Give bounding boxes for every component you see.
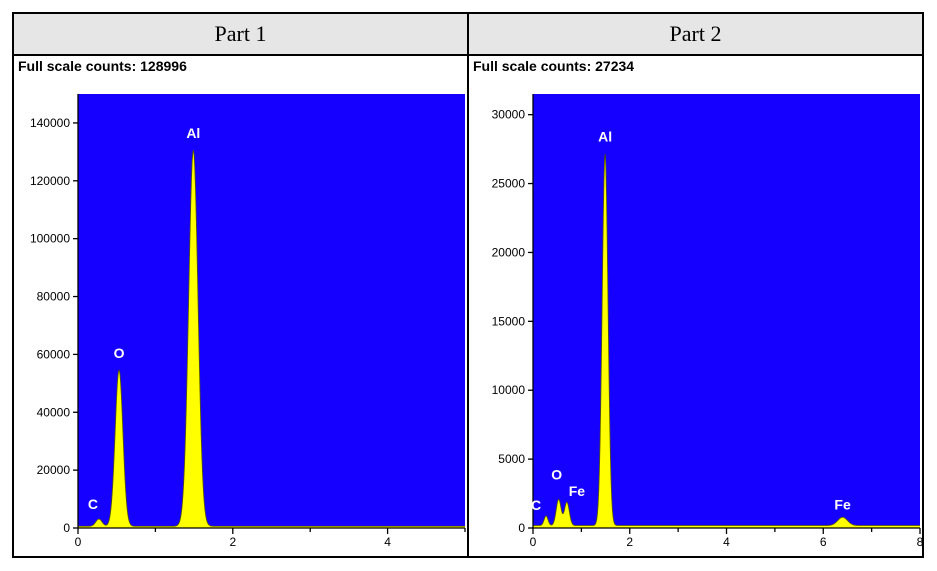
svg-text:6: 6 <box>820 535 827 549</box>
svg-text:0: 0 <box>518 521 525 535</box>
svg-text:0: 0 <box>530 535 537 549</box>
svg-text:2: 2 <box>229 535 236 549</box>
panel-part-2: Full scale counts: 27234 0 5000 10000 15000… <box>469 56 922 556</box>
svg-text:20000: 20000 <box>37 463 71 477</box>
svg-text:20000: 20000 <box>492 245 526 259</box>
header-cell-left: Part 1 <box>14 14 469 54</box>
spectrum-chart-2: 0 5000 10000 15000 20000 25000 30000 0 2 4 6 8 CO Fe A… <box>469 80 922 556</box>
svg-text:Al: Al <box>186 125 200 141</box>
svg-text:4: 4 <box>723 535 730 549</box>
svg-text:0: 0 <box>75 535 82 549</box>
svg-text:4: 4 <box>384 535 391 549</box>
svg-text:15000: 15000 <box>492 314 526 328</box>
svg-text:100000: 100000 <box>30 232 70 246</box>
svg-text:O: O <box>551 466 562 482</box>
panel-2-caption: Full scale counts: 27234 <box>469 56 922 80</box>
svg-text:O: O <box>114 345 125 361</box>
panel-row: Full scale counts: 128996 02000040000600… <box>14 56 922 556</box>
svg-text:10000: 10000 <box>492 383 526 397</box>
svg-text:0: 0 <box>63 521 70 535</box>
svg-text:120000: 120000 <box>30 174 70 188</box>
svg-text:2: 2 <box>626 535 633 549</box>
spectrum-chart-1: 0 20000 40000 60000 80000 100000 120000 140000 0… <box>14 80 467 556</box>
svg-text:30000: 30000 <box>492 108 526 122</box>
panel-1-chart: 0 20000 40000 60000 80000 100000 120000 140000 0… <box>14 80 467 556</box>
panel-2-chart: 0 5000 10000 15000 20000 25000 30000 0 2 4 6 8 CO Fe A… <box>469 80 922 556</box>
svg-text:40000: 40000 <box>37 405 71 419</box>
svg-text:C: C <box>531 497 541 513</box>
svg-text:Al: Al <box>598 129 612 145</box>
figure-container: Part 1 Part 2 Full scale counts: 128996 … <box>12 12 924 558</box>
svg-text:Fe: Fe <box>569 483 586 499</box>
svg-text:8: 8 <box>917 535 922 549</box>
panel-part-1: Full scale counts: 128996 0 20000 40000 600… <box>14 56 469 556</box>
panel-1-caption: Full scale counts: 128996 <box>14 56 467 80</box>
svg-text:140000: 140000 <box>30 116 70 130</box>
svg-text:25000: 25000 <box>492 177 526 191</box>
svg-text:80000: 80000 <box>37 290 71 304</box>
svg-text:Fe: Fe <box>834 496 851 512</box>
svg-text:5000: 5000 <box>498 452 525 466</box>
header-cell-right: Part 2 <box>469 14 922 54</box>
header-row: Part 1 Part 2 <box>14 14 922 56</box>
svg-text:60000: 60000 <box>37 347 71 361</box>
svg-text:C: C <box>88 496 98 512</box>
